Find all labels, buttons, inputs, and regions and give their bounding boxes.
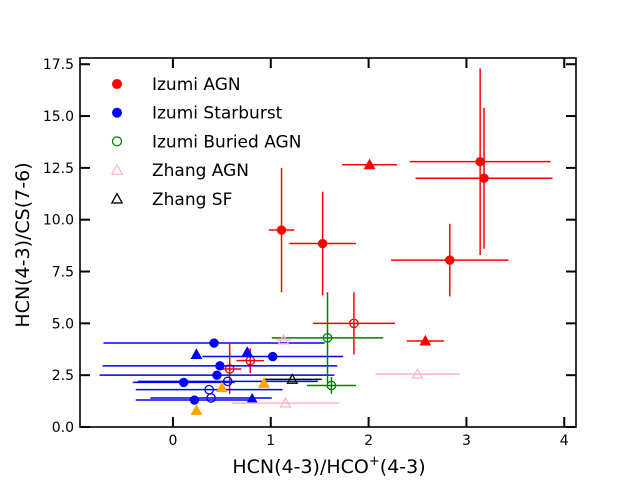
legend-marker xyxy=(112,107,122,118)
series-izumi-agn-open xyxy=(217,292,396,394)
legend-entry: Zhang AGN xyxy=(110,161,249,181)
data-point xyxy=(268,351,278,362)
y-tick-label: 7.5 xyxy=(52,265,74,281)
data-point xyxy=(277,333,290,345)
y-tick-label: 5.0 xyxy=(52,316,74,332)
axes: 0 1 2 3 4 0.0 2.5 5.0 7.5 10.0 12.5 15.0 17.5 xyxy=(43,57,577,449)
legend-label: Zhang AGN xyxy=(152,161,249,181)
legend-marker xyxy=(110,192,124,204)
legend-marker xyxy=(110,163,124,175)
data-point xyxy=(322,333,333,343)
legend: Izumi AGN Izumi Starburst Izumi Buried AGN… xyxy=(110,75,301,210)
legend-marker xyxy=(111,136,123,147)
legend-entry: Zhang SF xyxy=(110,190,232,210)
x-axis-label: HCN(4-3)/HCO+(4-3) xyxy=(232,454,425,478)
data-point xyxy=(224,364,235,374)
series-izumi-starburst-triangles xyxy=(190,346,259,404)
data-point xyxy=(276,225,287,235)
data-point xyxy=(190,348,203,359)
legend-label: Izumi AGN xyxy=(152,75,241,95)
series-izumi-agn xyxy=(268,68,553,297)
data-point xyxy=(445,255,455,265)
data-point xyxy=(209,338,219,348)
x-tick-label: 3 xyxy=(462,433,471,449)
data-point xyxy=(222,376,233,387)
y-tick-label: 10.0 xyxy=(43,213,74,229)
y-tick-label: 2.5 xyxy=(52,368,74,384)
data-point xyxy=(419,334,432,346)
legend-entry: Izumi Starburst xyxy=(112,104,283,124)
y-tick-label: 15.0 xyxy=(43,109,74,125)
data-point xyxy=(212,370,222,380)
x-tick-label: 1 xyxy=(266,433,275,449)
data-point xyxy=(190,404,203,415)
x-tick-label: 0 xyxy=(168,433,177,449)
data-point xyxy=(215,361,225,371)
x-tick-label: 4 xyxy=(560,433,569,449)
data-point xyxy=(363,158,376,170)
legend-label: Zhang SF xyxy=(152,190,232,210)
series-izumi-agn-triangles xyxy=(342,158,444,346)
data-point xyxy=(326,380,337,391)
data-point xyxy=(179,377,189,388)
legend-marker xyxy=(112,79,122,89)
data-point xyxy=(475,156,485,167)
legend-entry: Izumi Buried AGN xyxy=(111,132,301,152)
data-point xyxy=(286,373,299,384)
series-izumi-starburst xyxy=(99,338,344,405)
data-point xyxy=(411,367,424,379)
data-point xyxy=(241,346,254,357)
data-point xyxy=(479,173,489,183)
legend-label: Izumi Buried AGN xyxy=(152,132,301,152)
data-point xyxy=(215,381,228,393)
plot-frame xyxy=(79,57,577,428)
data-point xyxy=(317,238,328,249)
x-tick-label: 2 xyxy=(364,433,373,449)
series-zhang-sf xyxy=(262,373,322,384)
y-tick-label: 0.0 xyxy=(52,420,74,436)
series-izumi-starburst-open xyxy=(135,376,318,403)
y-tick-label: 17.5 xyxy=(43,57,74,73)
series-izumi-buried-agn xyxy=(271,292,384,394)
data-points xyxy=(99,68,553,415)
data-point xyxy=(257,377,270,388)
series-orange xyxy=(190,377,270,415)
y-tick-label: 12.5 xyxy=(43,161,74,177)
y-axis-label: HCN(4-3)/CS(7-6) xyxy=(12,162,34,327)
data-point xyxy=(279,396,292,408)
legend-entry: Izumi AGN xyxy=(112,75,241,95)
data-point xyxy=(349,318,359,329)
data-point xyxy=(189,395,200,405)
legend-label: Izumi Starburst xyxy=(152,104,283,124)
data-point xyxy=(206,393,216,403)
series-zhang-agn xyxy=(231,333,460,408)
